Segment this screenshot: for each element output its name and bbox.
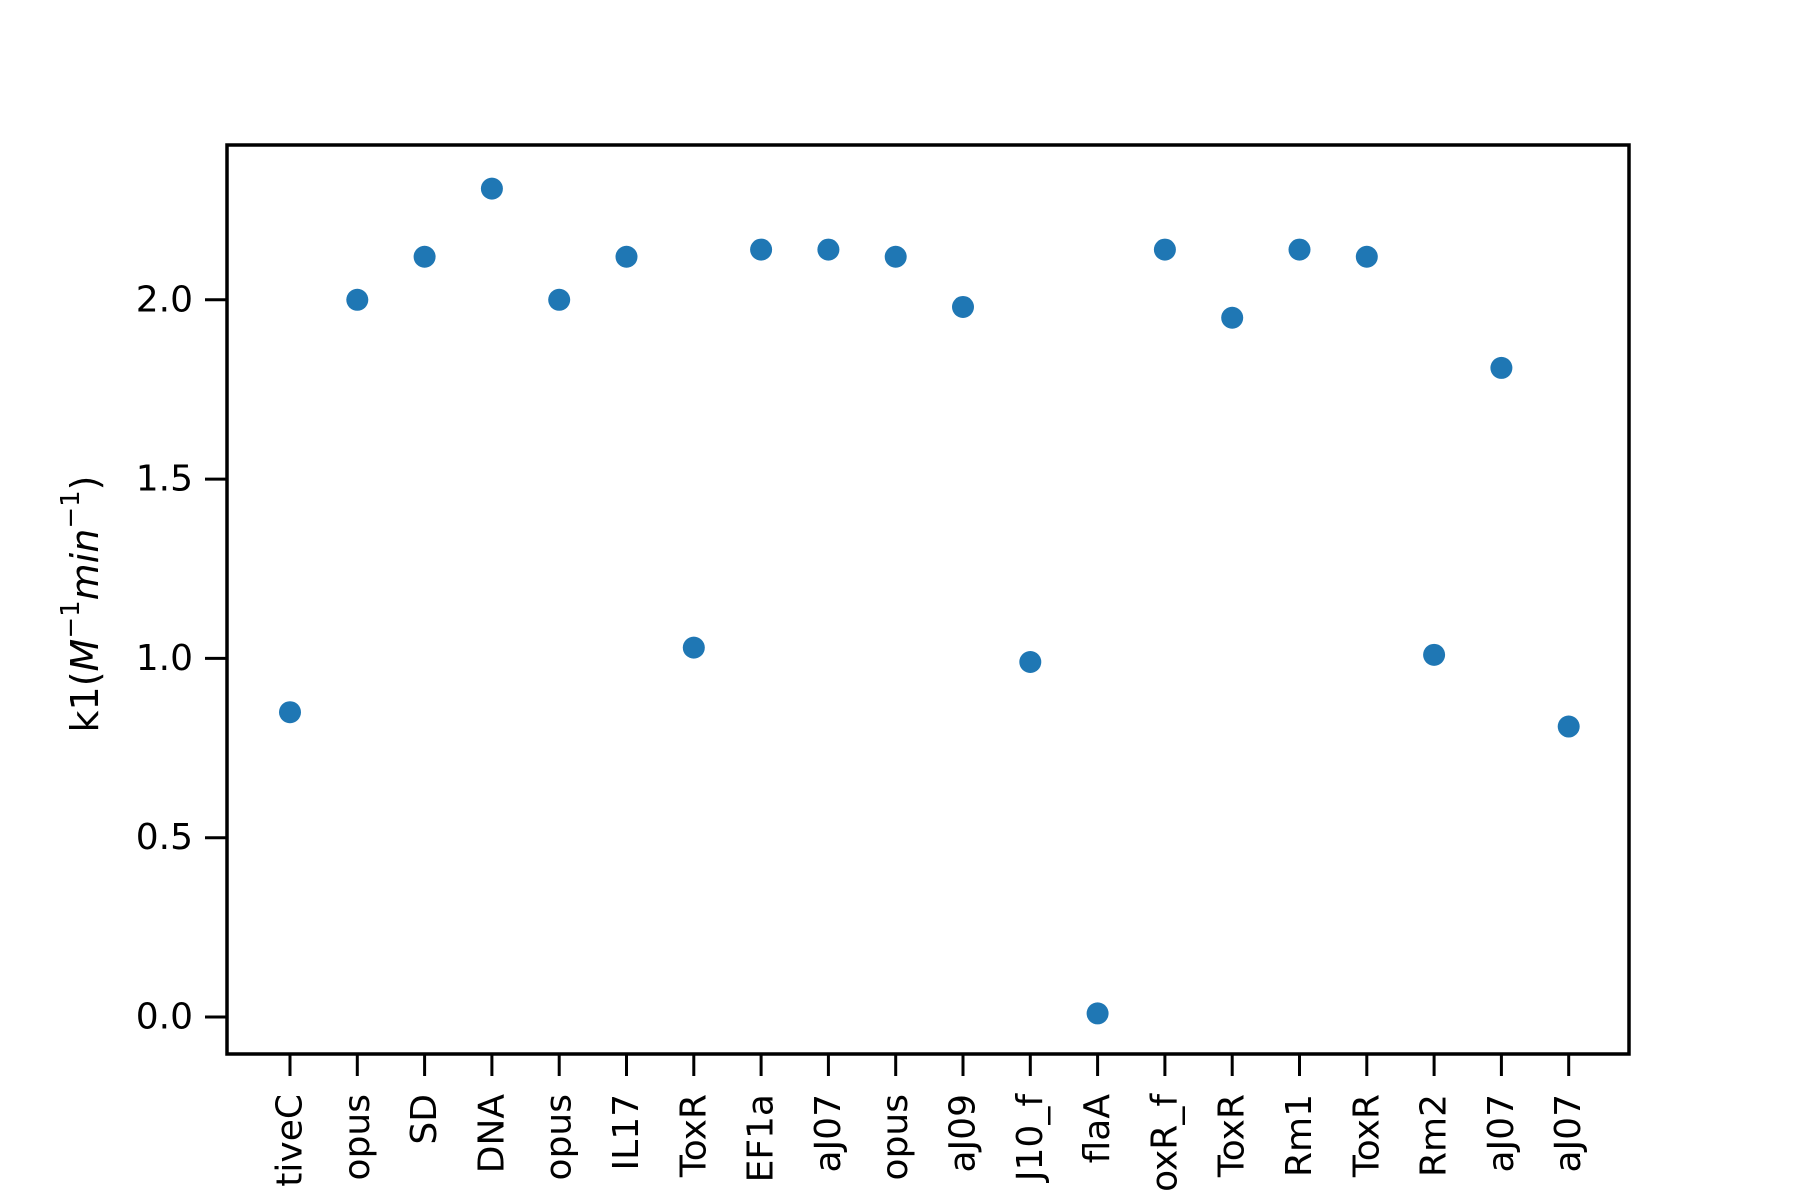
y-axis-label: k1(M−1min−1) <box>56 476 107 733</box>
data-point <box>279 701 301 724</box>
data-point <box>480 177 503 200</box>
x-tick-label: SD <box>404 1094 445 1145</box>
x-tick-label: aJ09 <box>943 1094 984 1173</box>
x-tick-label: ToxR <box>673 1094 714 1178</box>
x-tick-label: aJ07 <box>1548 1094 1589 1173</box>
y-tick-label: 0.5 <box>136 817 193 858</box>
data-point <box>1355 245 1378 268</box>
data-point <box>1490 356 1513 379</box>
data-point <box>1423 643 1446 666</box>
x-tick-label: flaA <box>1077 1094 1118 1164</box>
y-tick-label: 1.0 <box>136 638 193 679</box>
data-point <box>615 245 638 268</box>
data-point <box>1086 1002 1109 1025</box>
x-axis-ticks: tiveC opus SD DNA opus IL17 ToxR EF1a aJ07 opus aJ… <box>270 1054 1589 1192</box>
plot-frame <box>225 143 1631 1056</box>
x-tick-label: aJ07 <box>1481 1094 1522 1173</box>
data-point <box>413 245 436 268</box>
x-tick-label: aJ07 <box>808 1094 849 1173</box>
data-point <box>1221 306 1244 329</box>
data-point <box>1019 650 1042 673</box>
data-point <box>817 238 840 261</box>
data-point <box>952 295 974 318</box>
data-point <box>682 636 705 659</box>
x-tick-label: ToxR <box>1346 1094 1387 1178</box>
data-point <box>884 245 907 268</box>
data-points <box>279 177 1580 1025</box>
y-tick-label: 0.0 <box>136 997 193 1038</box>
x-tick-label: opus <box>875 1094 916 1180</box>
x-tick-label: Rm1 <box>1279 1094 1320 1177</box>
x-tick-label: opus <box>337 1094 378 1180</box>
data-point <box>750 238 773 261</box>
y-tick-label: 1.5 <box>136 459 193 500</box>
x-tick-label: opus <box>539 1094 580 1180</box>
x-tick-label: EF1a <box>741 1094 782 1182</box>
data-point <box>1557 715 1580 738</box>
x-tick-label: DNA <box>471 1094 512 1174</box>
x-tick-label: ToxR <box>1212 1094 1253 1178</box>
x-tick-label: oxR_f <box>1144 1093 1185 1192</box>
x-tick-label: tiveC <box>270 1094 311 1187</box>
x-tick-label: IL17 <box>606 1094 647 1170</box>
y-axis-ticks: 0.0 0.5 1.0 1.5 2.0 <box>136 279 227 1038</box>
data-point <box>346 288 369 311</box>
x-tick-label: Rm2 <box>1414 1094 1455 1177</box>
data-point <box>548 288 571 311</box>
data-point <box>1288 238 1311 261</box>
data-point <box>1153 238 1176 261</box>
x-tick-label: J10_f <box>1010 1093 1051 1183</box>
y-tick-label: 2.0 <box>136 279 193 320</box>
